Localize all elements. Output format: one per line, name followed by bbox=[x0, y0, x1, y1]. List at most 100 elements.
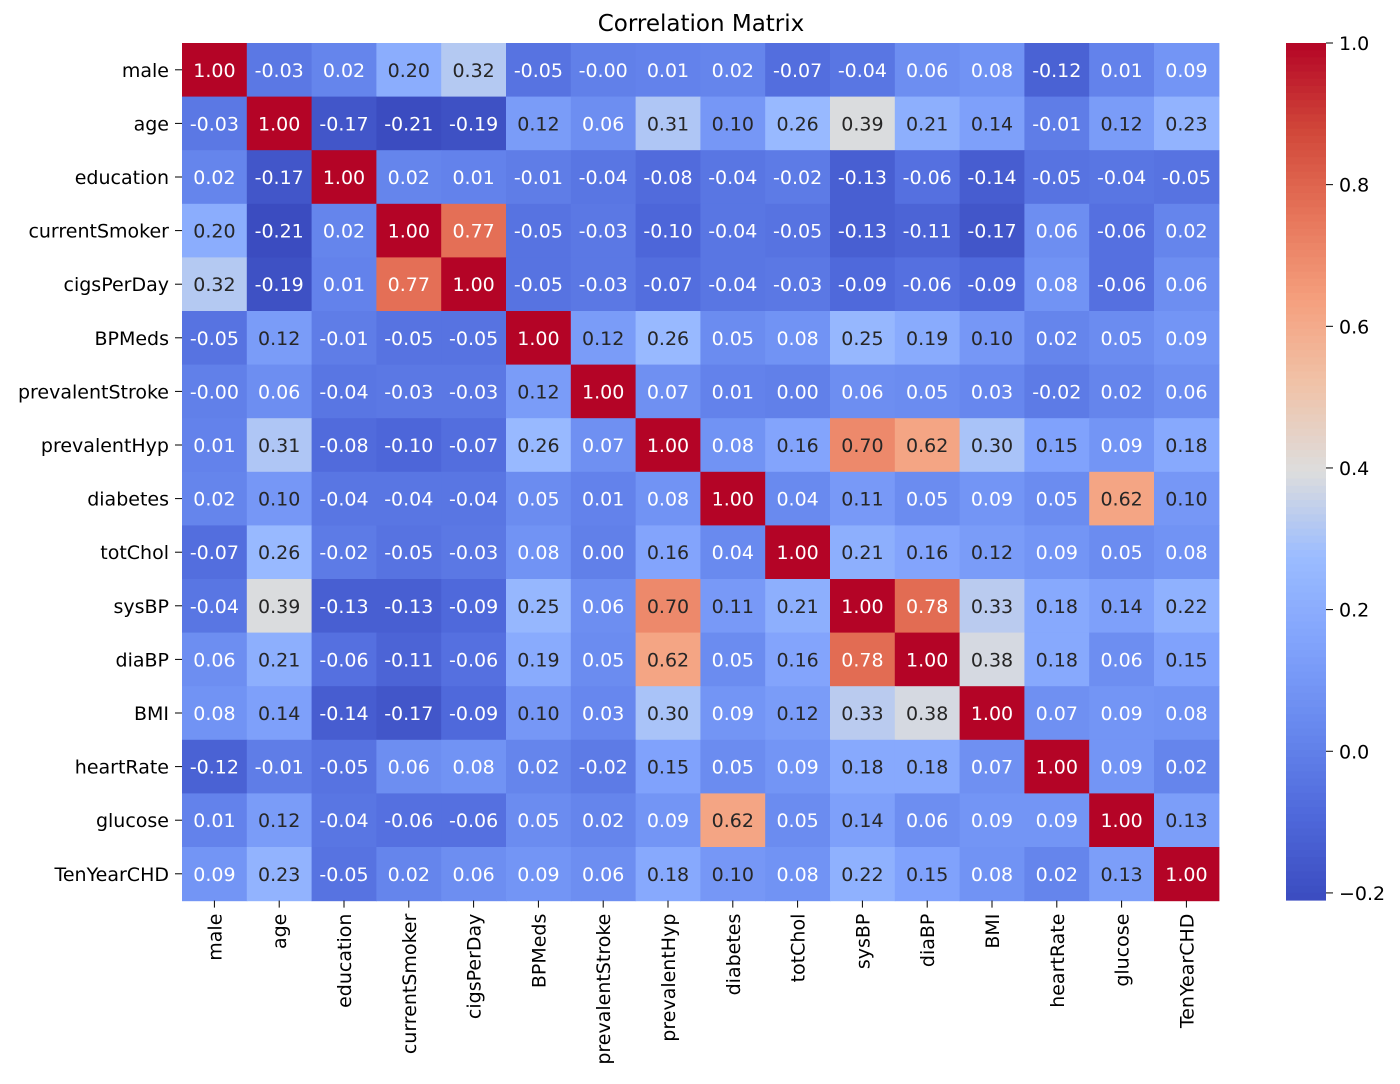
colorbar-segment bbox=[1286, 121, 1326, 130]
colorbar-segment bbox=[1286, 435, 1326, 444]
heatmap-cell bbox=[311, 471, 377, 526]
cell-value-label: -0.03 bbox=[384, 381, 433, 403]
colorbar-segment bbox=[1286, 714, 1326, 723]
heatmap-cell bbox=[441, 579, 507, 634]
cell-value-label: 0.01 bbox=[712, 381, 754, 403]
cell-value-label: -0.05 bbox=[319, 864, 368, 886]
cell-value-label: 0.18 bbox=[1036, 596, 1078, 618]
row-label: TenYearCHD bbox=[53, 864, 169, 886]
cell-value-label: 0.11 bbox=[712, 596, 754, 618]
colorbar-segment bbox=[1286, 685, 1326, 694]
heatmap-cell bbox=[830, 847, 896, 902]
cell-value-label: 0.21 bbox=[776, 596, 818, 618]
cell-value-label: 0.26 bbox=[647, 328, 689, 350]
heatmap-cell bbox=[182, 739, 248, 794]
cell-value-label: 0.18 bbox=[906, 757, 948, 779]
colorbar-segment bbox=[1286, 571, 1326, 580]
row-label: prevalentStroke bbox=[18, 381, 169, 403]
colorbar-segment bbox=[1286, 164, 1326, 173]
heatmap-cell bbox=[311, 579, 377, 634]
heatmap-cell bbox=[1154, 311, 1220, 366]
cell-value-label: -0.02 bbox=[1032, 381, 1081, 403]
heatmap-cell bbox=[376, 311, 442, 366]
column-label: diaBP bbox=[917, 914, 939, 967]
heatmap-cell bbox=[441, 471, 507, 526]
heatmap-cell bbox=[894, 43, 961, 98]
heatmap-cell bbox=[1089, 793, 1155, 848]
cell-value-label: 0.14 bbox=[258, 703, 300, 725]
cell-value-label: 0.05 bbox=[906, 489, 948, 511]
heatmap-cell bbox=[182, 43, 248, 98]
cell-value-label: 0.16 bbox=[906, 542, 948, 564]
heatmap-cell bbox=[570, 203, 637, 258]
cell-value-label: -0.08 bbox=[319, 435, 368, 457]
heatmap-cell bbox=[246, 96, 313, 151]
heatmap-cell bbox=[1089, 96, 1155, 151]
cell-value-label: -0.07 bbox=[190, 542, 239, 564]
colorbar-segment bbox=[1286, 128, 1326, 137]
heatmap-cell bbox=[1024, 525, 1090, 580]
heatmap-cell bbox=[182, 257, 248, 312]
heatmap-cell bbox=[959, 203, 1025, 258]
cell-value-label: 0.39 bbox=[841, 113, 883, 135]
colorbar-segment bbox=[1286, 607, 1326, 615]
colorbar-segment bbox=[1286, 407, 1326, 415]
column-label: glucose bbox=[1112, 914, 1134, 987]
colorbar-segment bbox=[1286, 585, 1326, 594]
cell-value-label: 0.02 bbox=[323, 221, 365, 243]
heatmap-cell bbox=[1154, 418, 1220, 473]
cell-value-label: -0.04 bbox=[319, 489, 368, 511]
cell-value-label: 0.13 bbox=[1165, 810, 1207, 832]
heatmap-cell bbox=[700, 43, 766, 98]
heatmap-cell bbox=[1024, 739, 1090, 794]
colorbar-segment bbox=[1286, 350, 1326, 358]
heatmap-cell bbox=[376, 793, 442, 848]
cell-value-label: 0.62 bbox=[1100, 489, 1142, 511]
heatmap-cell bbox=[700, 686, 766, 741]
heatmap-cell bbox=[570, 471, 637, 526]
heatmap-cell bbox=[506, 579, 572, 634]
heatmap-cell bbox=[311, 739, 377, 794]
heatmap-cell bbox=[182, 203, 248, 258]
cell-value-label: -0.19 bbox=[255, 274, 304, 296]
heatmap-cell bbox=[959, 847, 1025, 902]
heatmap-cell bbox=[1154, 471, 1220, 526]
colorbar-segment bbox=[1286, 857, 1326, 865]
heatmap-cell bbox=[182, 847, 248, 902]
colorbar-segment bbox=[1286, 535, 1326, 544]
heatmap-cell bbox=[441, 847, 507, 902]
row-labels: male age education currentSmoker cigsPerDay B… bbox=[18, 60, 182, 886]
cell-value-label: 0.06 bbox=[388, 757, 430, 779]
colorbar-segment bbox=[1286, 228, 1326, 237]
heatmap-cell bbox=[182, 793, 248, 848]
cell-value-label: -0.05 bbox=[1162, 167, 1211, 189]
cell-value-label: 0.09 bbox=[971, 489, 1013, 511]
colorbar-segment bbox=[1286, 735, 1326, 744]
colorbar-segment bbox=[1286, 107, 1326, 116]
heatmap-cell bbox=[246, 203, 313, 258]
cell-value-label: -0.04 bbox=[384, 489, 433, 511]
cell-value-label: 1.00 bbox=[712, 489, 754, 511]
cell-value-label: -0.06 bbox=[319, 649, 368, 671]
cell-value-label: -0.05 bbox=[384, 542, 433, 564]
cell-value-label: 0.01 bbox=[647, 60, 689, 82]
cell-value-label: 0.07 bbox=[971, 757, 1013, 779]
heatmap-cell bbox=[1024, 311, 1090, 366]
heatmap-cell bbox=[1154, 525, 1220, 580]
heatmap-cell bbox=[376, 150, 442, 205]
cell-value-label: 0.23 bbox=[258, 864, 300, 886]
heatmap-cell bbox=[1154, 579, 1220, 634]
cell-value-label: 0.10 bbox=[1165, 489, 1207, 511]
heatmap-cell bbox=[700, 793, 766, 848]
heatmap-cell bbox=[246, 525, 313, 580]
cell-value-label: 0.09 bbox=[647, 810, 689, 832]
cell-value-label: 0.01 bbox=[582, 489, 624, 511]
colorbar-segment bbox=[1286, 721, 1326, 730]
cell-value-label: -0.06 bbox=[1097, 221, 1146, 243]
colorbar-segment bbox=[1286, 550, 1326, 558]
heatmap-cell bbox=[959, 364, 1025, 419]
cell-value-label: 0.01 bbox=[193, 435, 235, 457]
heatmap-cell bbox=[311, 525, 377, 580]
colorbar-segment bbox=[1286, 600, 1326, 608]
heatmap-cell bbox=[311, 203, 377, 258]
